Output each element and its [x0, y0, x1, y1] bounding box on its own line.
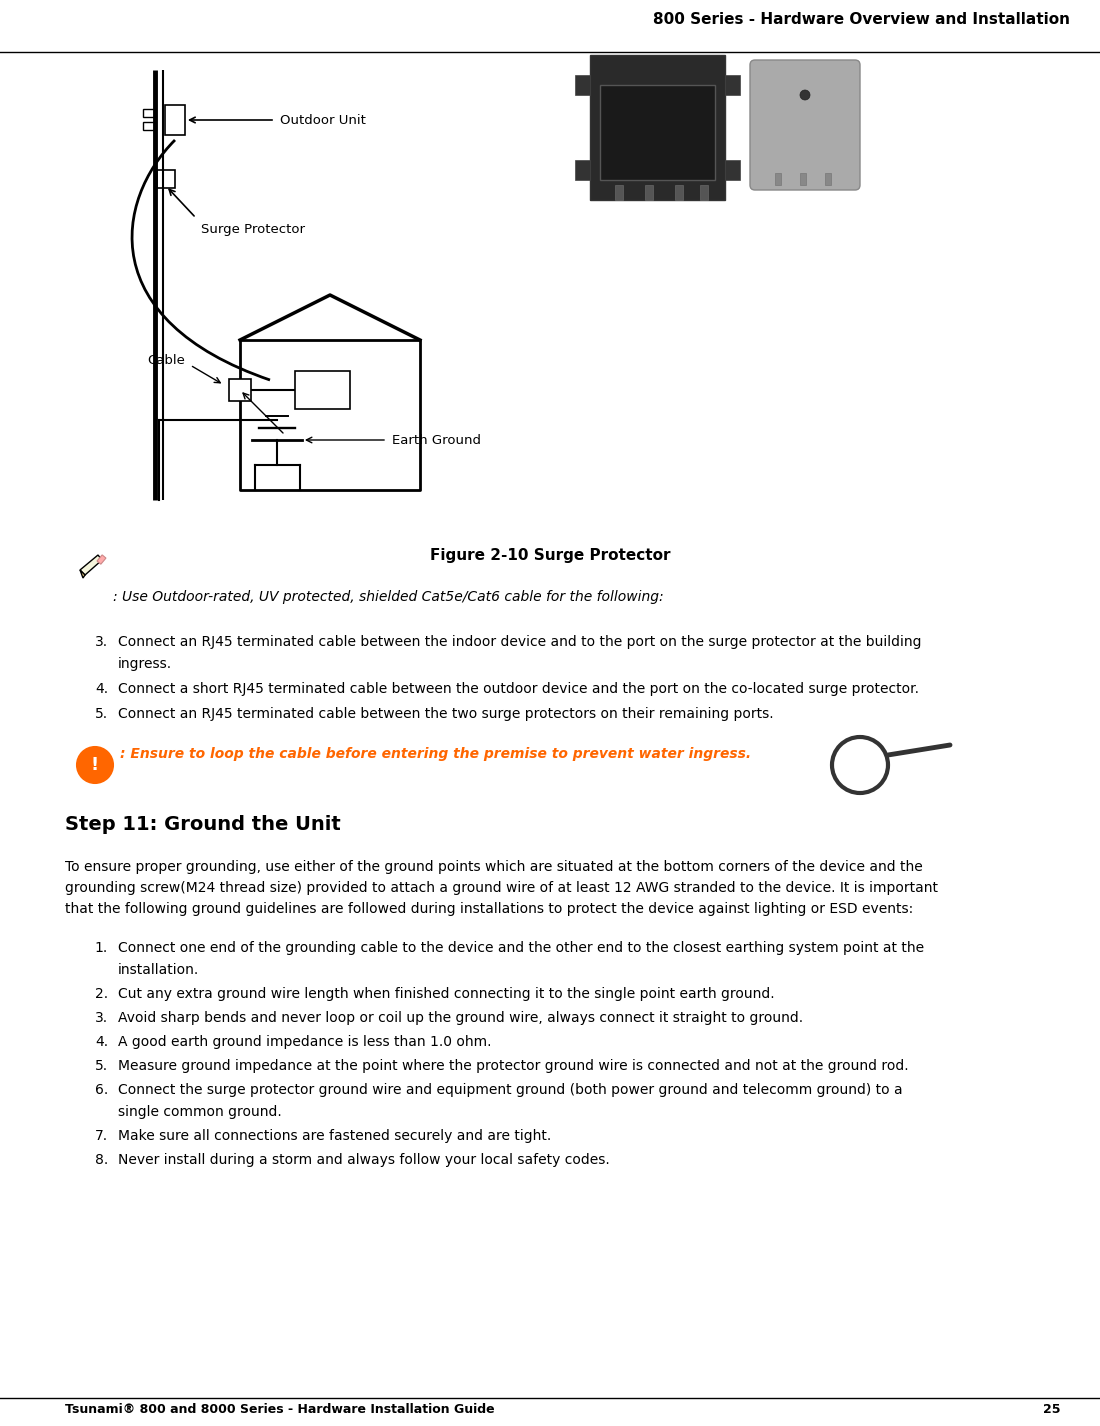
Bar: [645, 185, 653, 200]
Bar: [295, 371, 350, 409]
Text: single common ground.: single common ground.: [118, 1105, 282, 1119]
Text: Connect one end of the grounding cable to the device and the other end to the cl: Connect one end of the grounding cable t…: [118, 941, 924, 955]
Bar: [143, 108, 155, 117]
Text: Figure 2-10 Surge Protector: Figure 2-10 Surge Protector: [430, 548, 670, 563]
Bar: [575, 76, 590, 96]
FancyBboxPatch shape: [750, 60, 860, 190]
Text: 6.: 6.: [95, 1082, 108, 1097]
Text: : Use Outdoor-rated, UV protected, shielded Cat5e/Cat6 cable for the following:: : Use Outdoor-rated, UV protected, shiel…: [113, 590, 663, 605]
Text: Outdoor Unit: Outdoor Unit: [280, 114, 366, 127]
Text: Avoid sharp bends and never loop or coil up the ground wire, always connect it s: Avoid sharp bends and never loop or coil…: [118, 1011, 803, 1025]
Text: grounding screw(M24 thread size) provided to attach a ground wire of at least 12: grounding screw(M24 thread size) provide…: [65, 881, 938, 896]
Text: To ensure proper grounding, use either of the ground points which are situated a: To ensure proper grounding, use either o…: [65, 860, 923, 874]
Text: 5.: 5.: [95, 1060, 108, 1072]
Bar: [615, 185, 623, 200]
Text: 4.: 4.: [95, 1035, 108, 1050]
Circle shape: [832, 737, 888, 793]
Text: Measure ground impedance at the point where the protector ground wire is connect: Measure ground impedance at the point wh…: [118, 1060, 909, 1072]
Bar: [143, 123, 155, 130]
Text: Connect an RJ45 terminated cable between the two surge protectors on their remai: Connect an RJ45 terminated cable between…: [118, 707, 773, 722]
Bar: [157, 170, 175, 188]
Text: !: !: [91, 756, 99, 774]
Bar: [600, 86, 715, 180]
Bar: [575, 160, 590, 180]
Text: Surge Protector: Surge Protector: [201, 222, 305, 235]
Text: Cable: Cable: [147, 354, 185, 366]
Bar: [725, 160, 740, 180]
Text: 800 Series - Hardware Overview and Installation: 800 Series - Hardware Overview and Insta…: [653, 11, 1070, 27]
Text: Never install during a storm and always follow your local safety codes.: Never install during a storm and always …: [118, 1154, 609, 1166]
Text: Cut any extra ground wire length when finished connecting it to the single point: Cut any extra ground wire length when fi…: [118, 987, 774, 1001]
Text: Earth Ground: Earth Ground: [392, 434, 481, 446]
Text: 7.: 7.: [95, 1129, 108, 1144]
Bar: [700, 185, 708, 200]
Text: : Ensure to loop the cable before entering the premise to prevent water ingress.: : Ensure to loop the cable before enteri…: [120, 747, 751, 761]
Text: 8.: 8.: [95, 1154, 108, 1166]
Bar: [800, 173, 806, 185]
Bar: [165, 106, 185, 135]
Text: 3.: 3.: [95, 1011, 108, 1025]
Polygon shape: [80, 570, 85, 578]
Bar: [776, 173, 781, 185]
Text: Connect a short RJ45 terminated cable between the outdoor device and the port on: Connect a short RJ45 terminated cable be…: [118, 682, 918, 696]
Bar: [229, 379, 251, 401]
Circle shape: [800, 90, 810, 100]
Text: Make sure all connections are fastened securely and are tight.: Make sure all connections are fastened s…: [118, 1129, 551, 1144]
Text: ingress.: ingress.: [118, 657, 172, 672]
Text: 25: 25: [1043, 1403, 1060, 1416]
Text: 3.: 3.: [95, 635, 108, 649]
Text: 4.: 4.: [95, 682, 108, 696]
Bar: [825, 173, 830, 185]
Text: Connect an RJ45 terminated cable between the indoor device and to the port on th: Connect an RJ45 terminated cable between…: [118, 635, 922, 649]
Text: 1.: 1.: [95, 941, 108, 955]
Text: Connect the surge protector ground wire and equipment ground (both power ground : Connect the surge protector ground wire …: [118, 1082, 903, 1097]
Bar: [97, 555, 106, 565]
Text: A good earth ground impedance is less than 1.0 ohm.: A good earth ground impedance is less th…: [118, 1035, 492, 1050]
Text: 2.: 2.: [95, 987, 108, 1001]
Text: installation.: installation.: [118, 963, 199, 977]
Text: 5.: 5.: [95, 707, 108, 722]
Polygon shape: [80, 555, 102, 575]
Text: that the following ground guidelines are followed during installations to protec: that the following ground guidelines are…: [65, 903, 913, 915]
Text: Tsunami® 800 and 8000 Series - Hardware Installation Guide: Tsunami® 800 and 8000 Series - Hardware …: [65, 1403, 495, 1416]
FancyBboxPatch shape: [590, 56, 725, 200]
Text: Step 11: Ground the Unit: Step 11: Ground the Unit: [65, 816, 341, 834]
Bar: [675, 185, 683, 200]
Circle shape: [77, 747, 113, 783]
Bar: [725, 76, 740, 96]
